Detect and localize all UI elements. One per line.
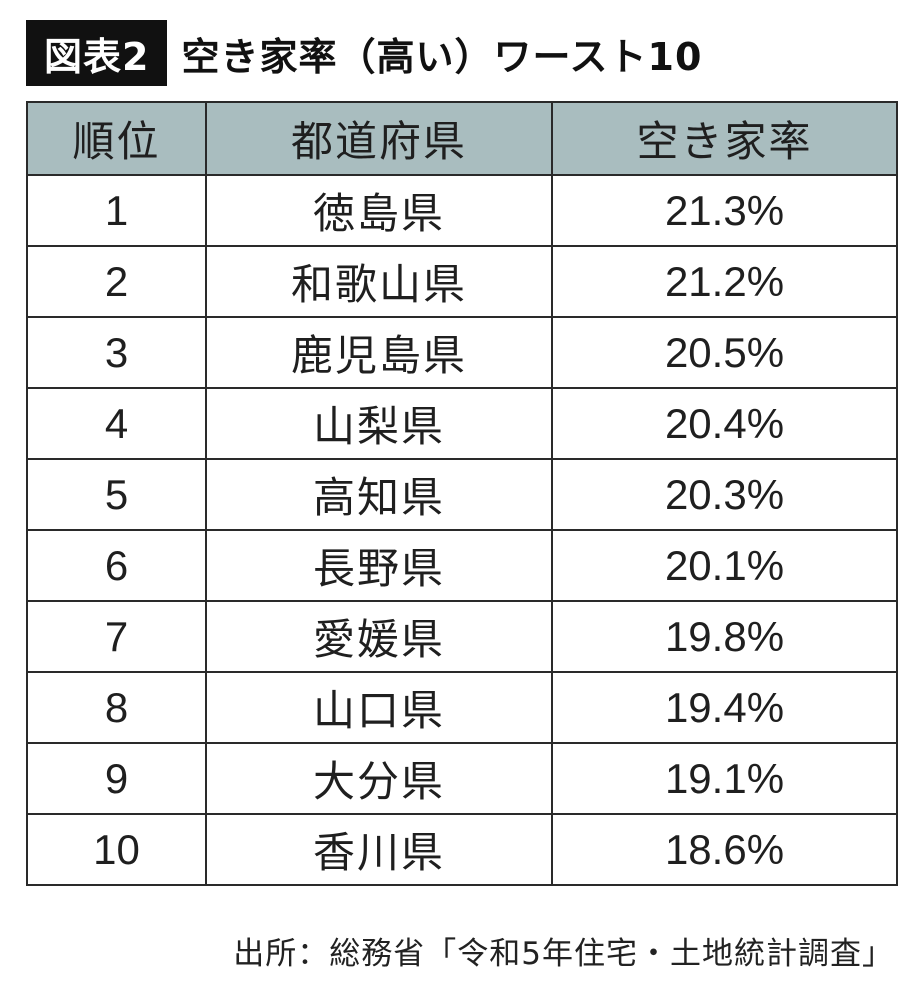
table-row: 4 山梨県 20.4% bbox=[26, 387, 898, 460]
table-row: 2 和歌山県 21.2% bbox=[26, 245, 898, 318]
table-row: 5 高知県 20.3% bbox=[26, 458, 898, 531]
prefecture-cell: 大分県 bbox=[205, 742, 553, 815]
rank-cell: 8 bbox=[26, 671, 207, 744]
rate-cell: 20.3% bbox=[551, 458, 898, 531]
rate-cell: 20.5% bbox=[551, 316, 898, 389]
rank-cell: 1 bbox=[26, 174, 207, 247]
column-header-prefecture: 都道府県 bbox=[205, 101, 553, 176]
rank-cell: 4 bbox=[26, 387, 207, 460]
rank-cell: 3 bbox=[26, 316, 207, 389]
rank-cell: 7 bbox=[26, 600, 207, 673]
rate-cell: 19.8% bbox=[551, 600, 898, 673]
prefecture-cell: 山口県 bbox=[205, 671, 553, 744]
prefecture-cell: 山梨県 bbox=[205, 387, 553, 460]
prefecture-cell: 香川県 bbox=[205, 813, 553, 886]
table-body: 1 徳島県 21.3% 2 和歌山県 21.2% 3 鹿児島県 20.5% 4 山梨県 20.4% 5 高… bbox=[26, 174, 898, 886]
figure-badge: 図表2 bbox=[26, 20, 168, 86]
rank-cell: 10 bbox=[26, 813, 207, 886]
table-header-row: 順位 都道府県 空き家率 bbox=[26, 101, 898, 176]
prefecture-cell: 長野県 bbox=[205, 529, 553, 602]
rate-cell: 19.1% bbox=[551, 742, 898, 815]
prefecture-cell: 徳島県 bbox=[205, 174, 553, 247]
rate-cell: 20.4% bbox=[551, 387, 898, 460]
rank-cell: 5 bbox=[26, 458, 207, 531]
table-row: 9 大分県 19.1% bbox=[26, 742, 898, 815]
table-row: 8 山口県 19.4% bbox=[26, 671, 898, 744]
column-header-rate: 空き家率 bbox=[551, 101, 898, 176]
rank-cell: 6 bbox=[26, 529, 207, 602]
prefecture-cell: 愛媛県 bbox=[205, 600, 553, 673]
ranking-table: 順位 都道府県 空き家率 1 徳島県 21.3% 2 和歌山県 21.2% 3 鹿児島県 20.… bbox=[26, 101, 898, 886]
table-row: 1 徳島県 21.3% bbox=[26, 174, 898, 247]
rate-cell: 20.1% bbox=[551, 529, 898, 602]
table-row: 3 鹿児島県 20.5% bbox=[26, 316, 898, 389]
prefecture-cell: 鹿児島県 bbox=[205, 316, 553, 389]
prefecture-cell: 高知県 bbox=[205, 458, 553, 531]
prefecture-cell: 和歌山県 bbox=[205, 245, 553, 318]
rank-cell: 2 bbox=[26, 245, 207, 318]
table-row: 6 長野県 20.1% bbox=[26, 529, 898, 602]
rate-cell: 21.2% bbox=[551, 245, 898, 318]
figure-title: 空き家率（高い）ワースト10 bbox=[181, 34, 703, 79]
rate-cell: 19.4% bbox=[551, 671, 898, 744]
column-header-rank: 順位 bbox=[26, 101, 207, 176]
table-row: 10 香川県 18.6% bbox=[26, 813, 898, 886]
rate-cell: 21.3% bbox=[551, 174, 898, 247]
figure-title-bar: 図表2 空き家率（高い）ワースト10 bbox=[26, 20, 702, 86]
rank-cell: 9 bbox=[26, 742, 207, 815]
source-note: 出所：総務省「令和5年住宅・土地統計調査」 bbox=[233, 936, 894, 972]
table-row: 7 愛媛県 19.8% bbox=[26, 600, 898, 673]
rate-cell: 18.6% bbox=[551, 813, 898, 886]
